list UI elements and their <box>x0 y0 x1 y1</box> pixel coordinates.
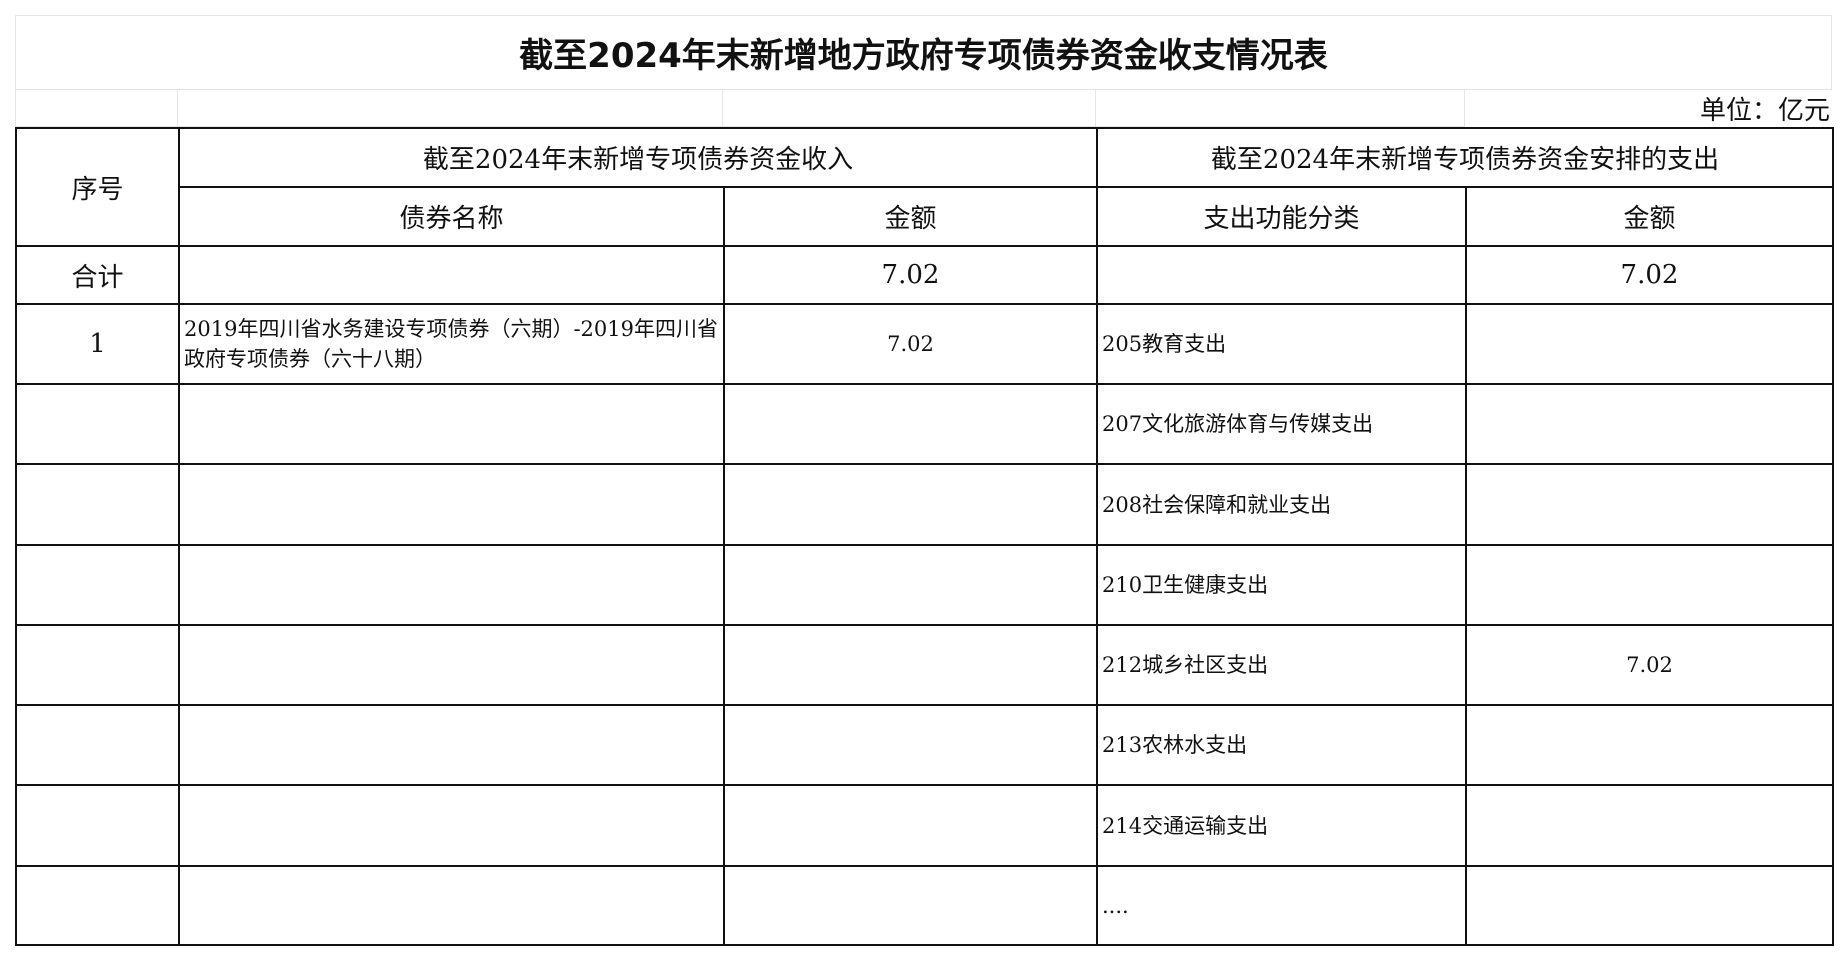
header-seq: 序号 <box>15 127 180 247</box>
table-row: 210卫生健康支出 <box>15 544 1834 626</box>
row-expense-amount <box>1465 303 1834 385</box>
row-income-amount <box>723 865 1098 946</box>
row-expense-category: 207文化旅游体育与传媒支出 <box>1096 383 1467 465</box>
row-expense-category: 212城乡社区支出 <box>1096 624 1467 706</box>
row-bond-name <box>178 624 725 706</box>
total-income-amount: 7.02 <box>723 245 1098 305</box>
table-row: 212城乡社区支出 7.02 <box>15 624 1834 706</box>
row-expense-amount <box>1465 704 1834 786</box>
row-expense-category: 213农林水支出 <box>1096 704 1467 786</box>
row-expense-category: 214交通运输支出 <box>1096 784 1467 867</box>
table-row: 213农林水支出 <box>15 704 1834 786</box>
unit-label: 单位：亿元 <box>1699 96 1830 126</box>
row-seq <box>15 463 180 546</box>
blank-cell <box>723 90 1096 127</box>
total-expense-amount: 7.02 <box>1465 245 1834 305</box>
row-expense-category: 208社会保障和就业支出 <box>1096 463 1467 546</box>
bond-table: 序号 截至2024年末新增专项债券资金收入 截至2024年末新增专项债券资金安排… <box>15 127 1834 946</box>
row-bond-name <box>178 544 725 626</box>
row-expense-amount <box>1465 544 1834 626</box>
row-income-amount <box>723 463 1098 546</box>
blank-cell <box>1096 90 1465 127</box>
row-income-amount <box>723 704 1098 786</box>
row-seq <box>15 544 180 626</box>
total-row: 合计 7.02 7.02 <box>15 245 1834 305</box>
row-seq: 1 <box>15 303 180 385</box>
total-bond-name <box>178 245 725 305</box>
blank-cell <box>15 90 178 127</box>
row-expense-amount <box>1465 784 1834 867</box>
row-expense-category: .... <box>1096 865 1467 946</box>
row-bond-name <box>178 463 725 546</box>
row-income-amount <box>723 784 1098 867</box>
row-expense-category: 210卫生健康支出 <box>1096 544 1467 626</box>
table-row: .... <box>15 865 1834 946</box>
total-expense-category <box>1096 245 1467 305</box>
row-expense-amount <box>1465 463 1834 546</box>
page-title: 截至2024年末新增地方政府专项债券资金收支情况表 <box>15 15 1832 90</box>
header-income-amount: 金额 <box>723 186 1098 247</box>
row-income-amount <box>723 544 1098 626</box>
blank-cell <box>178 90 723 127</box>
header-bond-name: 债券名称 <box>178 186 725 247</box>
table-row: 208社会保障和就业支出 <box>15 463 1834 546</box>
row-seq <box>15 784 180 867</box>
row-expense-category: 205教育支出 <box>1096 303 1467 385</box>
row-income-amount: 7.02 <box>723 303 1098 385</box>
row-bond-name <box>178 383 725 465</box>
header-expense-group: 截至2024年末新增专项债券资金安排的支出 <box>1096 127 1834 188</box>
row-seq <box>15 865 180 946</box>
header-income-group: 截至2024年末新增专项债券资金收入 <box>178 127 1098 188</box>
row-expense-amount: 7.02 <box>1465 624 1834 706</box>
table-row: 1 2019年四川省水务建设专项债券（六期）-2019年四川省政府专项债券（六十八… <box>15 303 1834 385</box>
table-row: 207文化旅游体育与传媒支出 <box>15 383 1834 465</box>
row-expense-amount <box>1465 865 1834 946</box>
row-expense-amount <box>1465 383 1834 465</box>
table-row: 214交通运输支出 <box>15 784 1834 867</box>
row-bond-name <box>178 704 725 786</box>
total-label: 合计 <box>15 245 180 305</box>
header-expense-category: 支出功能分类 <box>1096 186 1467 247</box>
row-income-amount <box>723 624 1098 706</box>
row-income-amount <box>723 383 1098 465</box>
row-seq <box>15 383 180 465</box>
row-bond-name <box>178 865 725 946</box>
row-seq <box>15 624 180 706</box>
row-bond-name: 2019年四川省水务建设专项债券（六期）-2019年四川省政府专项债券（六十八期… <box>178 303 725 385</box>
row-bond-name <box>178 784 725 867</box>
header-expense-amount: 金额 <box>1465 186 1834 247</box>
row-seq <box>15 704 180 786</box>
